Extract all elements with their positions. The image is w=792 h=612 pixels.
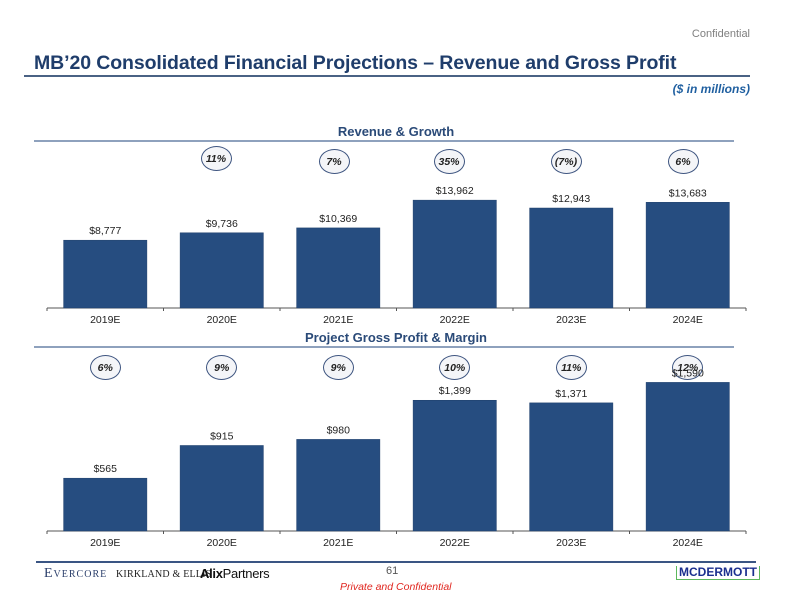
x-tick-label: 2022E — [440, 537, 470, 549]
x-tick-label: 2021E — [323, 314, 353, 326]
growth-bubble: 7% — [318, 149, 350, 174]
bar — [529, 402, 614, 532]
bar — [296, 227, 381, 309]
data-label: $1,590 — [672, 367, 704, 379]
x-tick-label: 2023E — [556, 537, 586, 549]
x-tick-label: 2024E — [673, 537, 703, 549]
alixpartners-logo: AlixPartners — [200, 566, 270, 581]
bar — [179, 445, 264, 532]
x-tick-label: 2021E — [323, 537, 353, 549]
evercore-logo: Evercore — [44, 566, 108, 581]
x-tick-label: 2023E — [556, 314, 586, 326]
data-label: $12,943 — [552, 193, 590, 205]
bar — [529, 207, 614, 309]
data-label: $13,683 — [669, 187, 707, 199]
x-tick-label: 2020E — [207, 537, 237, 549]
alix-logo-bold: Alix — [200, 566, 223, 581]
footer-divider — [36, 561, 756, 563]
margin-bubble: 10% — [439, 355, 471, 380]
bar — [296, 439, 381, 532]
x-tick-label: 2022E — [440, 314, 470, 326]
data-label: $13,962 — [436, 185, 474, 197]
alix-logo-rest: Partners — [222, 566, 270, 581]
bar — [63, 239, 148, 309]
title-divider — [24, 75, 750, 77]
bar — [63, 477, 148, 532]
revenue-section-divider — [34, 140, 734, 142]
bar — [412, 399, 497, 532]
growth-bubble: 35% — [433, 149, 465, 174]
revenue-bar-chart: $8,777 2019E $9,736 2020E $10,369 2021E $13,96… — [46, 185, 747, 326]
margin-bubble: 6% — [89, 355, 121, 380]
x-tick-label: 2019E — [90, 314, 120, 326]
private-confidential-label: Private and Confidential — [340, 581, 452, 593]
data-label: $9,736 — [206, 218, 238, 230]
growth-bubble: 11% — [200, 146, 232, 171]
gross-profit-bar-chart: $565 2019E $915 2020E $980 2021E $1,399 2022E $1… — [46, 367, 747, 549]
margin-bubble: 12% — [672, 355, 704, 380]
x-tick-label: 2024E — [673, 314, 703, 326]
page-title: MB’20 Consolidated Financial Projections… — [34, 52, 677, 74]
gross-profit-chart-title: Project Gross Profit & Margin — [304, 330, 488, 345]
x-tick-label: 2020E — [207, 314, 237, 326]
bar — [645, 382, 730, 532]
margin-bubble: 9% — [322, 355, 354, 380]
page-number: 61 — [386, 565, 399, 577]
kirkland-ellis-logo: KIRKLAND & ELLIS — [116, 569, 212, 580]
data-label: $915 — [210, 430, 234, 442]
bar — [645, 202, 730, 309]
data-label: $565 — [94, 463, 118, 475]
confidential-label: Confidential — [691, 28, 750, 40]
mcdermott-logo: MCDERMOTT — [676, 566, 760, 580]
gross-profit-section-divider — [34, 346, 734, 348]
revenue-chart-title: Revenue & Growth — [337, 124, 455, 139]
margin-bubble: 11% — [555, 355, 587, 380]
data-label: $980 — [327, 424, 351, 436]
data-label: $1,399 — [439, 385, 471, 397]
data-label: $1,371 — [555, 388, 587, 400]
margin-bubble: 9% — [206, 355, 238, 380]
bar — [179, 232, 264, 309]
bar — [412, 199, 497, 309]
units-note: ($ in millions) — [672, 82, 750, 96]
data-label: $8,777 — [89, 225, 121, 237]
data-label: $10,369 — [319, 213, 357, 225]
x-tick-label: 2019E — [90, 537, 120, 549]
growth-bubble: (7%) — [550, 149, 582, 174]
growth-bubble: 6% — [667, 149, 699, 174]
